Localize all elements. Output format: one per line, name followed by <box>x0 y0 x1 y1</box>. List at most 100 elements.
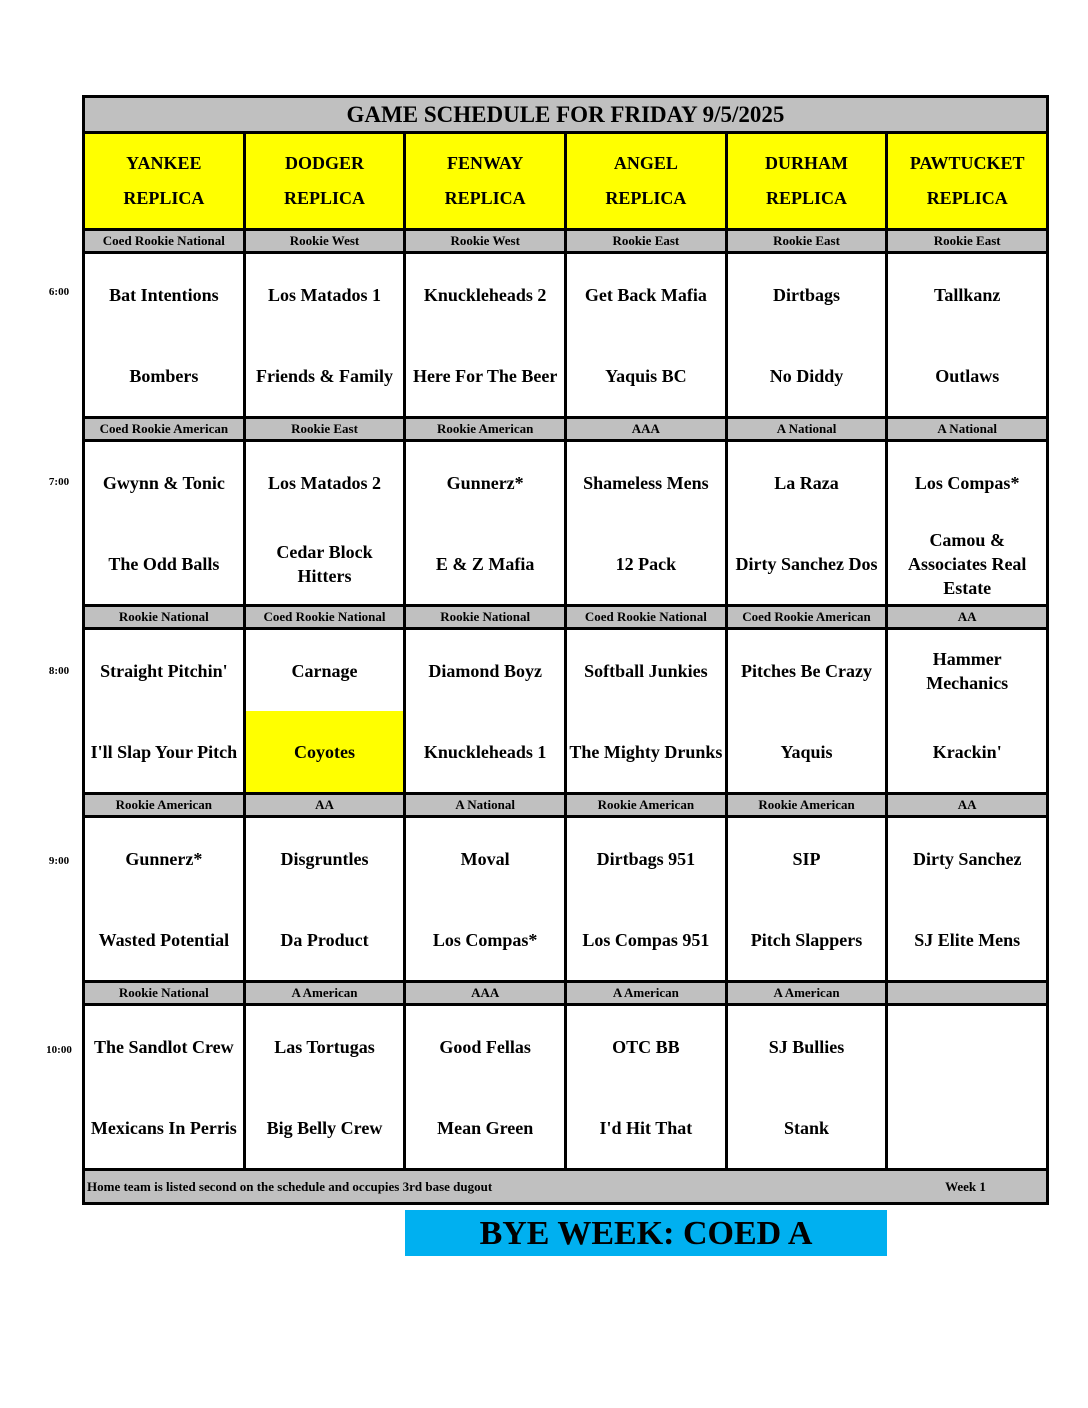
game-row: The Sandlot Crew Mexicans In Perris Las To… <box>85 1006 1047 1168</box>
game-cell: Get Back Mafia Yaquis BC <box>567 254 725 416</box>
home-team: Here For The Beer <box>412 365 558 386</box>
game-cell: Straight Pitchin' I'll Slap Your Pitch <box>85 630 243 792</box>
home-team: The Odd Balls <box>108 553 220 574</box>
game-row: Gunnerz* Wasted Potential Disgruntles Da Pr… <box>85 818 1047 980</box>
home-team: I'd Hit That <box>599 1117 693 1138</box>
game-cell: Los Compas* Camou & Associates Real Estat… <box>888 442 1047 604</box>
away-team: Los Matados 1 <box>268 284 382 305</box>
game-cell: Dirtbags No Diddy <box>727 254 886 416</box>
away-team: Disgruntles <box>280 848 369 869</box>
home-team: Camou & Associates Real Estate <box>907 529 1027 598</box>
game-cell: Dirty Sanchez SJ Elite Mens <box>888 818 1047 980</box>
field-header: ANGEL REPLICA <box>567 134 725 228</box>
game-cell: Las Tortugas Big Belly Crew <box>245 1006 404 1168</box>
division-row: Coed Rookie American Rookie East Rookie Am… <box>85 416 1047 442</box>
division-row: Coed Rookie National Rookie West Rookie We… <box>85 228 1047 254</box>
field-header: PAWTUCKET REPLICA <box>888 134 1047 228</box>
home-team: Los Compas* <box>432 929 538 950</box>
division-label: A National <box>406 795 565 815</box>
home-team: Friends & Family <box>256 365 393 386</box>
field-header-row: YANKEE REPLICA DODGER REPLICA FENWAY REPLICA A… <box>85 134 1047 228</box>
away-team: Straight Pitchin' <box>100 660 228 681</box>
division-label: Coed Rookie American <box>727 607 886 627</box>
home-team: I'll Slap Your Pitch <box>90 741 238 762</box>
away-team: La Raza <box>774 472 839 493</box>
game-cell: Diamond Boyz Knuckleheads 1 <box>406 630 565 792</box>
home-team: Bombers <box>129 365 199 386</box>
division-label <box>888 983 1047 1003</box>
away-team: Gunnerz* <box>446 472 524 493</box>
away-team: Carnage <box>291 660 358 681</box>
division-label: Rookie National <box>85 983 243 1003</box>
away-team: OTC BB <box>612 1036 680 1057</box>
game-cell: Tallkanz Outlaws <box>888 254 1047 416</box>
field-header: FENWAY REPLICA <box>406 134 565 228</box>
away-team: Bat Intentions <box>109 284 219 305</box>
home-team: The Mighty Drunks <box>569 741 723 762</box>
field-type: REPLICA <box>605 188 687 208</box>
game-cell: Pitches Be Crazy Yaquis <box>727 630 886 792</box>
game-cell: OTC BB I'd Hit That <box>567 1006 725 1168</box>
division-label: Rookie American <box>85 795 243 815</box>
away-team: Shameless Mens <box>583 472 709 493</box>
game-cell: Carnage Coyotes <box>245 630 404 792</box>
week-label: Week 1 <box>945 1179 986 1194</box>
game-cell: SJ Bullies Stank <box>727 1006 886 1168</box>
division-label: Rookie West <box>245 231 404 251</box>
field-name: YANKEE <box>126 153 202 173</box>
game-cell: Moval Los Compas* <box>406 818 565 980</box>
home-team: No Diddy <box>769 365 844 386</box>
division-label: Rookie American <box>727 795 886 815</box>
division-label: A American <box>245 983 404 1003</box>
home-team: Coyotes <box>245 711 404 792</box>
away-team: Los Matados 2 <box>268 472 382 493</box>
division-row: Rookie National Coed Rookie National Rooki… <box>85 604 1047 630</box>
home-team: Yaquis BC <box>605 365 687 386</box>
game-cell: La Raza Dirty Sanchez Dos <box>727 442 886 604</box>
division-label: Rookie American <box>406 419 565 439</box>
field-header: YANKEE REPLICA <box>85 134 243 228</box>
time-label: 8:00 <box>48 665 70 677</box>
away-team: Hammer Mechanics <box>926 648 1009 693</box>
game-cell: Softball Junkies The Mighty Drunks <box>567 630 725 792</box>
home-team: Yaquis <box>780 741 833 762</box>
game-cell <box>888 1006 1047 1168</box>
division-label: Rookie East <box>245 419 404 439</box>
division-label: Coed Rookie National <box>245 607 404 627</box>
away-team: Diamond Boyz <box>428 660 542 681</box>
game-cell: Gwynn & Tonic The Odd Balls <box>85 442 243 604</box>
home-team: E & Z Mafia <box>435 553 535 574</box>
away-team: Dirtbags 951 <box>596 848 696 869</box>
field-name: ANGEL <box>613 153 678 173</box>
home-team <box>888 1087 1046 1168</box>
home-team: Mean Green <box>437 1117 534 1138</box>
game-cell: Bat Intentions Bombers <box>85 254 243 416</box>
division-row: Rookie National A American AAA A American A … <box>85 980 1047 1006</box>
division-label: Rookie East <box>888 231 1047 251</box>
game-row: Straight Pitchin' I'll Slap Your Pitch Car… <box>85 630 1047 792</box>
division-label: A American <box>567 983 725 1003</box>
time-label: 6:00 <box>48 286 70 298</box>
away-team: Los Compas* <box>914 472 1020 493</box>
game-cell: Hammer Mechanics Krackin' <box>888 630 1047 792</box>
home-team: Cedar Block Hitters <box>276 541 373 586</box>
away-team: Dirtbags <box>773 284 841 305</box>
field-header: DODGER REPLICA <box>245 134 404 228</box>
home-team: Da Product <box>280 929 369 950</box>
division-label: Rookie West <box>406 231 565 251</box>
game-row: Bat Intentions Bombers Los Matados 1 Friend… <box>85 254 1047 416</box>
schedule-table: GAME SCHEDULE FOR FRIDAY 9/5/2025 YANKEE… <box>82 95 1049 1205</box>
division-label: Rookie National <box>406 607 565 627</box>
division-row: Rookie American AA A National Rookie Americ… <box>85 792 1047 818</box>
field-name: DODGER <box>285 153 365 173</box>
field-name: FENWAY <box>447 153 524 173</box>
away-team: Get Back Mafia <box>584 284 707 305</box>
away-team: SIP <box>792 848 821 869</box>
game-cell: Dirtbags 951 Los Compas 951 <box>567 818 725 980</box>
game-row: Gwynn & Tonic The Odd Balls Los Matados 2 C… <box>85 442 1047 604</box>
home-team: Mexicans In Perris <box>90 1117 237 1138</box>
division-label: Coed Rookie American <box>85 419 243 439</box>
game-cell: Gunnerz* Wasted Potential <box>85 818 243 980</box>
away-team: Gunnerz* <box>125 848 203 869</box>
bye-week-banner: BYE WEEK: COED A <box>405 1210 887 1256</box>
